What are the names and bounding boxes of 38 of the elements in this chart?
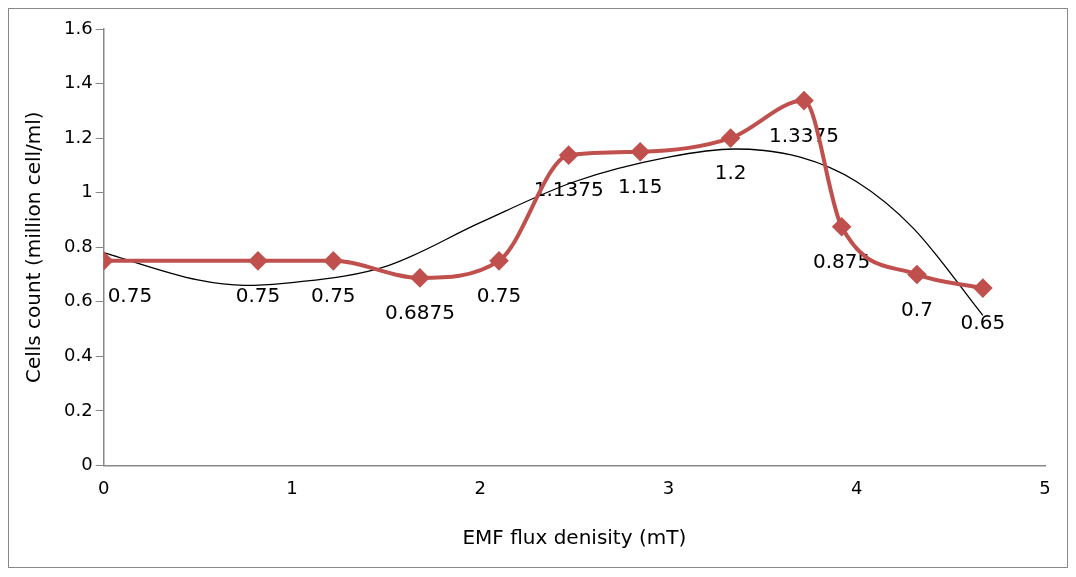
point (559, 146, 578, 165)
y-tick-label: 1 (81, 180, 93, 202)
data-label: 0.75 (476, 283, 522, 308)
y-tick-label: 1.4 (63, 71, 93, 93)
x-tick-label: 3 (662, 476, 675, 498)
x-tick-label: 1 (286, 476, 298, 498)
y-tick-label: 0.4 (63, 343, 93, 365)
point (324, 251, 343, 270)
point (973, 279, 992, 298)
point (721, 129, 740, 148)
data-label: 0.6875 (384, 300, 455, 325)
point (249, 251, 268, 270)
y-tick-label: 1.2 (63, 125, 93, 147)
data-label: 0.7 (901, 296, 933, 321)
x-axis-title: EMF flux denisity (mT) (462, 525, 687, 550)
y-tick-label: 0.2 (63, 398, 93, 420)
data-label: 0.875 (813, 248, 871, 273)
point (832, 217, 851, 236)
point (631, 142, 650, 161)
point (907, 265, 926, 284)
y-axis-title: Cells count (million cell/ml) (21, 111, 46, 384)
x-tick-label: 5 (1039, 476, 1051, 498)
point (410, 268, 429, 287)
y-tick-label: 0 (81, 453, 93, 475)
y-tick-label: 0.8 (63, 234, 93, 256)
point (490, 251, 508, 270)
y-tick-label: 1.6 (63, 16, 93, 38)
data-label: 1.2 (714, 160, 747, 185)
data-label: 0.75 (235, 283, 281, 308)
point (795, 91, 814, 110)
x-tick-label: 2 (474, 476, 486, 498)
x-tick-label: 4 (851, 476, 863, 498)
data-label: 1.15 (617, 173, 663, 198)
data-label: 0.65 (960, 310, 1006, 335)
data-label: 0.75 (107, 283, 153, 308)
y-tick-label: 0.6 (63, 289, 93, 311)
x-tick-label: 0 (97, 476, 110, 498)
data-label: 0.75 (311, 283, 356, 308)
